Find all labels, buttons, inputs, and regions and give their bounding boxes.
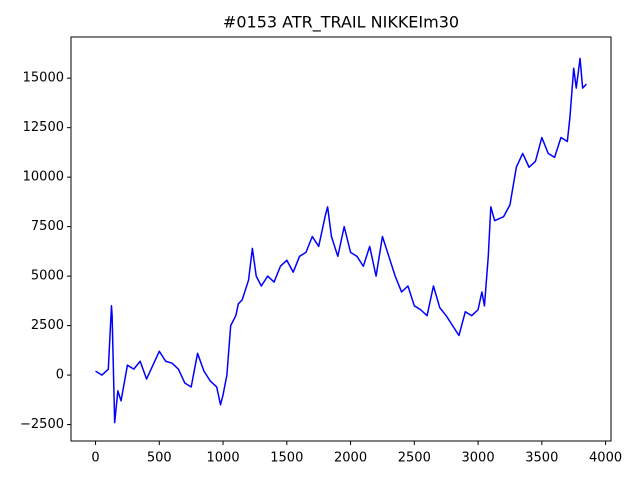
- x-tick-label: 1500: [270, 451, 303, 466]
- y-tick-label: −2500: [20, 417, 64, 432]
- y-tick-label: 12500: [23, 120, 64, 135]
- y-tick-label: 2500: [31, 318, 64, 333]
- x-tick-label: 1000: [207, 451, 240, 466]
- x-tick-label: 3000: [462, 451, 495, 466]
- line-series: [95, 57, 587, 424]
- y-tick-label: 0: [56, 368, 64, 383]
- chart-title: #0153 ATR_TRAIL NIKKEIm30: [223, 13, 459, 33]
- plot-frame: [70, 36, 612, 442]
- x-tick-label: 4000: [589, 451, 622, 466]
- x-tick-label: 2000: [334, 451, 367, 466]
- y-tick-label: 15000: [23, 71, 64, 86]
- x-tick-label: 500: [147, 451, 172, 466]
- y-tick-label: 7500: [31, 219, 64, 234]
- y-tick-label: 10000: [23, 170, 64, 185]
- y-tick-label: 5000: [31, 269, 64, 284]
- x-tick-label: 2500: [398, 451, 431, 466]
- x-tick-label: 0: [91, 451, 99, 466]
- x-tick-label: 3500: [525, 451, 558, 466]
